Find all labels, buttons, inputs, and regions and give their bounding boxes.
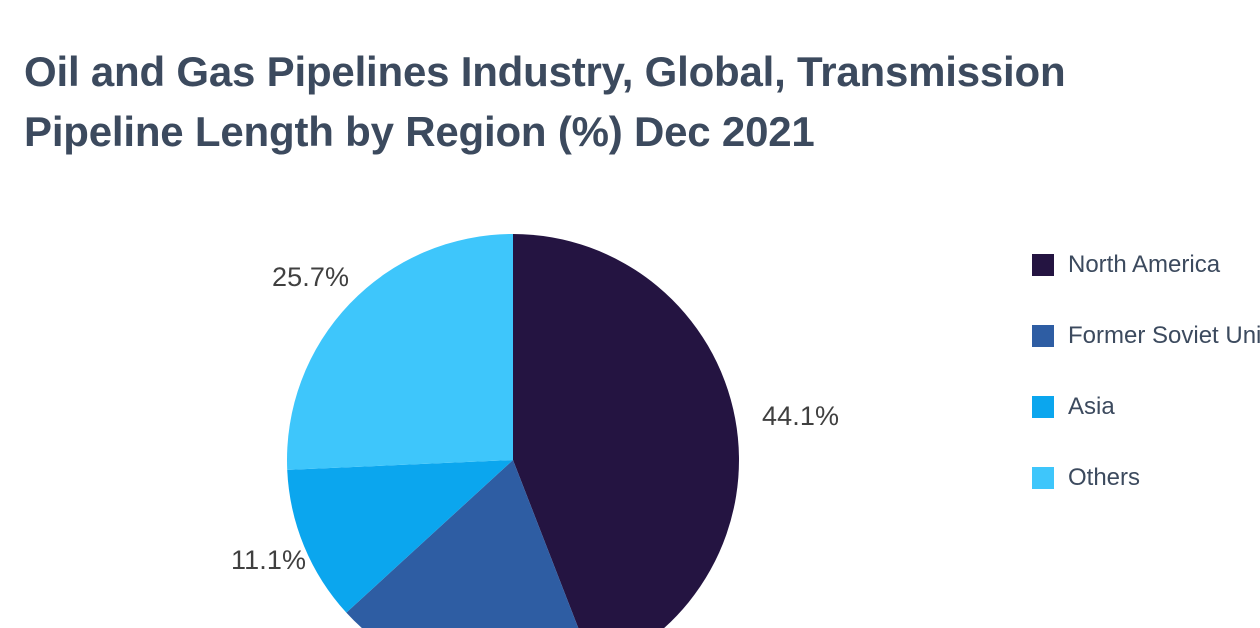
legend-swatch-icon-asia — [1032, 395, 1054, 418]
slice-label-asia: 11.1% — [231, 545, 307, 575]
legend-label-others: Others — [1068, 463, 1141, 491]
pie-slice[interactable] — [287, 234, 513, 470]
legend-label-former-soviet-union: Former Soviet Union — [1068, 321, 1260, 349]
pie-slice[interactable] — [513, 234, 739, 628]
legend-label-asia: Asia — [1068, 392, 1115, 420]
legend-swatch-icon-north-america — [1032, 253, 1054, 276]
legend-label-north-america: North America — [1068, 250, 1221, 278]
legend-swatch-icon-former-soviet-union — [1032, 324, 1054, 347]
legend-item-others[interactable]: Others — [1032, 465, 1260, 490]
legend-swatch-icon-others — [1032, 466, 1054, 489]
slice-label-others: 25.7% — [272, 262, 350, 292]
legend-item-north-america[interactable]: North America — [1032, 252, 1260, 277]
slice-label-north-america: 44.1% — [762, 401, 840, 431]
pie-slice[interactable] — [346, 460, 595, 628]
legend-item-asia[interactable]: Asia — [1032, 394, 1260, 419]
pie-slice[interactable] — [287, 460, 513, 613]
legend-item-former-soviet-union[interactable]: Former Soviet Union — [1032, 323, 1260, 348]
legend: North America Former Soviet Union Asia O… — [1032, 252, 1260, 490]
